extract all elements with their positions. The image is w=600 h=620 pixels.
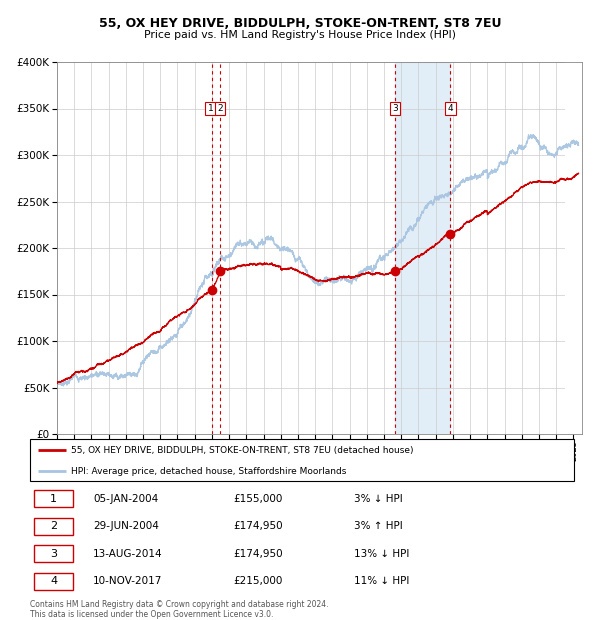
- FancyBboxPatch shape: [34, 490, 73, 507]
- Text: 55, OX HEY DRIVE, BIDDULPH, STOKE-ON-TRENT, ST8 7EU (detached house): 55, OX HEY DRIVE, BIDDULPH, STOKE-ON-TRE…: [71, 446, 413, 454]
- Text: 1: 1: [50, 494, 57, 503]
- Text: 55, OX HEY DRIVE, BIDDULPH, STOKE-ON-TRENT, ST8 7EU: 55, OX HEY DRIVE, BIDDULPH, STOKE-ON-TRE…: [99, 17, 501, 30]
- Text: 4: 4: [50, 577, 57, 587]
- Text: 3% ↑ HPI: 3% ↑ HPI: [354, 521, 403, 531]
- Text: £174,950: £174,950: [233, 549, 283, 559]
- Text: HPI: Average price, detached house, Staffordshire Moorlands: HPI: Average price, detached house, Staf…: [71, 467, 347, 476]
- Text: 1: 1: [208, 104, 213, 113]
- Text: This data is licensed under the Open Government Licence v3.0.: This data is licensed under the Open Gov…: [30, 610, 274, 619]
- Text: 3: 3: [392, 104, 398, 113]
- Text: Price paid vs. HM Land Registry's House Price Index (HPI): Price paid vs. HM Land Registry's House …: [144, 30, 456, 40]
- Text: 3: 3: [50, 549, 57, 559]
- Text: 29-JUN-2004: 29-JUN-2004: [93, 521, 159, 531]
- FancyBboxPatch shape: [34, 545, 73, 562]
- Text: £155,000: £155,000: [233, 494, 283, 503]
- Text: 4: 4: [448, 104, 454, 113]
- Bar: [395, 62, 451, 434]
- FancyBboxPatch shape: [34, 518, 73, 535]
- Text: 10-NOV-2017: 10-NOV-2017: [93, 577, 163, 587]
- Bar: [565, 62, 582, 434]
- Text: 05-JAN-2004: 05-JAN-2004: [93, 494, 158, 503]
- Text: 3% ↓ HPI: 3% ↓ HPI: [354, 494, 403, 503]
- Text: 13% ↓ HPI: 13% ↓ HPI: [354, 549, 409, 559]
- Text: 2: 2: [218, 104, 223, 113]
- FancyBboxPatch shape: [34, 573, 73, 590]
- Text: 13-AUG-2014: 13-AUG-2014: [93, 549, 163, 559]
- Text: Contains HM Land Registry data © Crown copyright and database right 2024.: Contains HM Land Registry data © Crown c…: [30, 600, 329, 609]
- FancyBboxPatch shape: [30, 438, 574, 482]
- Text: £174,950: £174,950: [233, 521, 283, 531]
- Text: 2: 2: [50, 521, 57, 531]
- Text: 11% ↓ HPI: 11% ↓ HPI: [354, 577, 409, 587]
- Text: £215,000: £215,000: [233, 577, 283, 587]
